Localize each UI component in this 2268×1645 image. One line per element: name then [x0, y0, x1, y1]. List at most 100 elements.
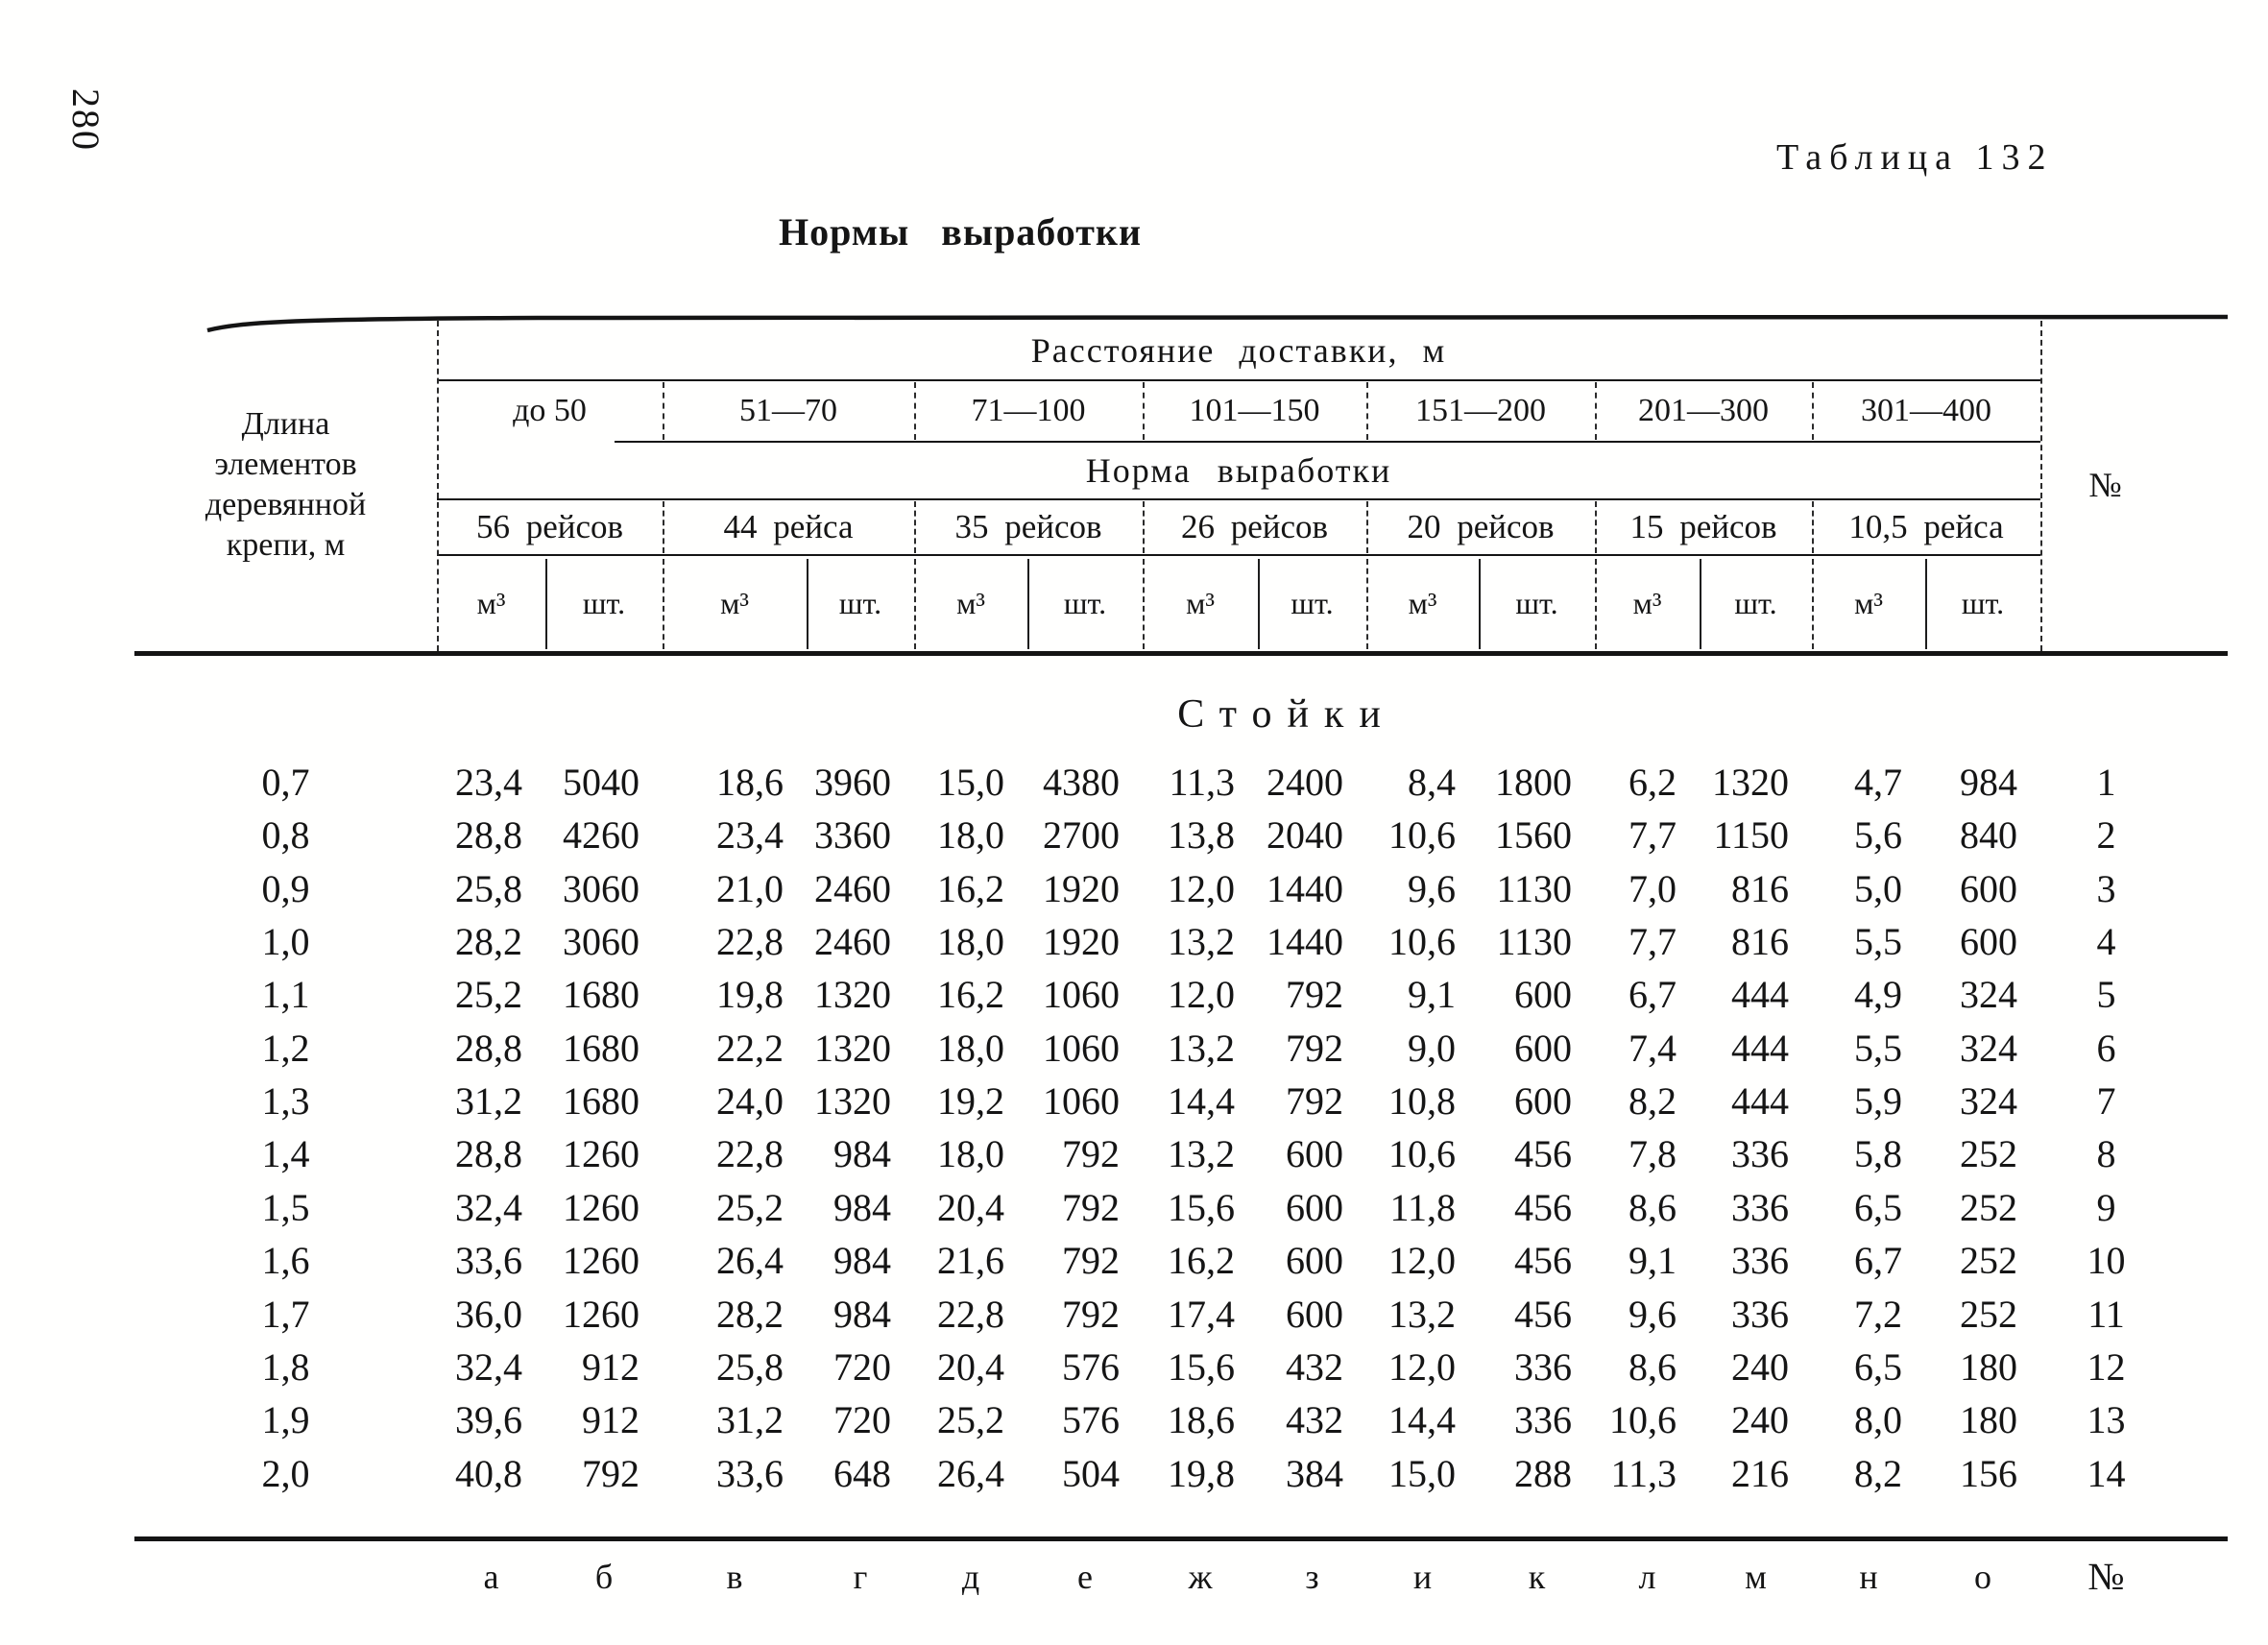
- length-cell: 1,9: [261, 1398, 310, 1441]
- row-number-cell: 13: [2087, 1398, 2126, 1441]
- length-cell: 0,7: [261, 761, 310, 804]
- value-cell: 22,8: [716, 1132, 784, 1175]
- value-cell: 600: [1960, 920, 2017, 963]
- length-cell: 1,6: [261, 1239, 310, 1282]
- value-cell: 3360: [814, 813, 891, 857]
- value-cell: 1260: [563, 1293, 639, 1336]
- value-cell: 25,8: [455, 867, 522, 910]
- value-cell: 1680: [563, 973, 639, 1016]
- table-row: 1,0 28,2 3060 22,8 2460 18,0 1920 13,2 1440 10,6 1…: [134, 916, 2228, 968]
- value-cell: 18,0: [937, 1132, 1004, 1175]
- value-cell: 1320: [814, 973, 891, 1016]
- column-letter-cell: з: [1305, 1558, 1319, 1596]
- norm-header: Норма выработки: [1085, 451, 1392, 490]
- value-cell: 18,6: [716, 761, 784, 804]
- horizontal-rule: [615, 441, 2040, 443]
- value-cell: 8,0: [1854, 1398, 1902, 1441]
- length-cell: 1,3: [261, 1079, 310, 1123]
- column-separator: [1595, 559, 1597, 649]
- column-letter-cell: в: [726, 1558, 743, 1596]
- trip-count-cell: 44 рейса: [723, 508, 854, 545]
- table-row: 1,8 32,4 912 25,8 720 20,4 576 15,6 432 12,0 336 8,…: [134, 1342, 2228, 1393]
- column-separator: [2040, 321, 2042, 651]
- row-number-cell: 4: [2096, 920, 2116, 963]
- value-cell: 252: [1960, 1132, 2017, 1175]
- value-cell: 15,0: [1388, 1452, 1456, 1495]
- value-cell: 984: [1960, 761, 2017, 804]
- value-cell: 5,9: [1854, 1079, 1902, 1123]
- value-cell: 720: [833, 1345, 891, 1389]
- value-cell: 24,0: [716, 1079, 784, 1123]
- value-cell: 5,5: [1854, 920, 1902, 963]
- value-cell: 456: [1514, 1132, 1572, 1175]
- length-cell: 1,7: [261, 1293, 310, 1336]
- column-letter-cell: б: [594, 1558, 614, 1596]
- length-cell: 1,8: [261, 1345, 310, 1389]
- value-cell: 39,6: [455, 1398, 522, 1441]
- value-cell: 1920: [1043, 867, 1120, 910]
- stub-cell: [2040, 555, 2228, 651]
- value-cell: 444: [1731, 973, 1789, 1016]
- distance-header-row: Расстояние доставки, м: [134, 323, 2228, 378]
- value-cell: 324: [1960, 973, 2017, 1016]
- column-letter-cell: г: [853, 1558, 868, 1596]
- stub-cell: [134, 380, 437, 442]
- value-cell: 10,6: [1388, 920, 1456, 963]
- value-cell: 984: [833, 1293, 891, 1336]
- value-cell: 1130: [1496, 920, 1572, 963]
- stub-cell: [134, 1552, 437, 1602]
- value-cell: 14,4: [1168, 1079, 1235, 1123]
- value-cell: 28,8: [455, 813, 522, 857]
- trip-count-cell: 15 рейсов: [1629, 508, 1777, 545]
- column-separator: [1258, 559, 1260, 649]
- column-separator: [1812, 559, 1814, 649]
- row-number-cell: 6: [2096, 1027, 2116, 1070]
- value-cell: 1060: [1043, 1027, 1120, 1070]
- length-cell: 1,5: [261, 1186, 310, 1229]
- column-separator: [545, 559, 547, 649]
- value-cell: 9,6: [1629, 1293, 1677, 1336]
- value-cell: 17,4: [1168, 1293, 1235, 1336]
- value-cell: 18,6: [1168, 1398, 1235, 1441]
- column-letter-cell: о: [1974, 1558, 1991, 1596]
- value-cell: 11,8: [1389, 1186, 1456, 1229]
- column-separator: [1027, 559, 1029, 649]
- value-cell: 7,2: [1854, 1293, 1902, 1336]
- page-number: 280: [64, 88, 108, 152]
- row-number-cell: 1: [2096, 761, 2116, 804]
- value-cell: 336: [1731, 1239, 1789, 1282]
- distance-ranges-row: до 50 51—70 71—100 101—150 151—200 201—300 301…: [134, 380, 2228, 442]
- value-cell: 252: [1960, 1239, 2017, 1282]
- column-separator: [1700, 559, 1701, 649]
- table-row: 1,9 39,6 912 31,2 720 25,2 576 18,6 432 14,4 336 10…: [134, 1394, 2228, 1446]
- value-cell: 2460: [814, 920, 891, 963]
- column-separator: [914, 501, 916, 553]
- column-separator: [663, 382, 664, 440]
- unit-sht-cell: шт.: [1515, 585, 1558, 620]
- value-cell: 1060: [1043, 1079, 1120, 1123]
- value-cell: 324: [1960, 1079, 2017, 1123]
- value-cell: 600: [1286, 1132, 1343, 1175]
- value-cell: 25,8: [716, 1345, 784, 1389]
- value-cell: 19,8: [716, 973, 784, 1016]
- value-cell: 28,8: [455, 1132, 522, 1175]
- length-cell: 1,2: [261, 1027, 310, 1070]
- value-cell: 15,6: [1168, 1345, 1235, 1389]
- value-cell: 6,7: [1629, 973, 1677, 1016]
- unit-m3-cell: м³: [956, 585, 985, 620]
- value-cell: 32,4: [455, 1186, 522, 1229]
- value-cell: 600: [1286, 1186, 1343, 1229]
- row-number-cell: 7: [2096, 1079, 2116, 1123]
- row-number-cell: 3: [2096, 867, 2116, 910]
- value-cell: 6,5: [1854, 1186, 1902, 1229]
- value-cell: 5,5: [1854, 1027, 1902, 1070]
- value-cell: 28,8: [455, 1027, 522, 1070]
- value-cell: 984: [833, 1186, 891, 1229]
- value-cell: 4260: [563, 813, 639, 857]
- value-cell: 600: [1960, 867, 2017, 910]
- value-cell: 1560: [1495, 813, 1572, 857]
- value-cell: 600: [1514, 973, 1572, 1016]
- value-cell: 1320: [814, 1079, 891, 1123]
- value-cell: 324: [1960, 1027, 2017, 1070]
- value-cell: 912: [582, 1345, 639, 1389]
